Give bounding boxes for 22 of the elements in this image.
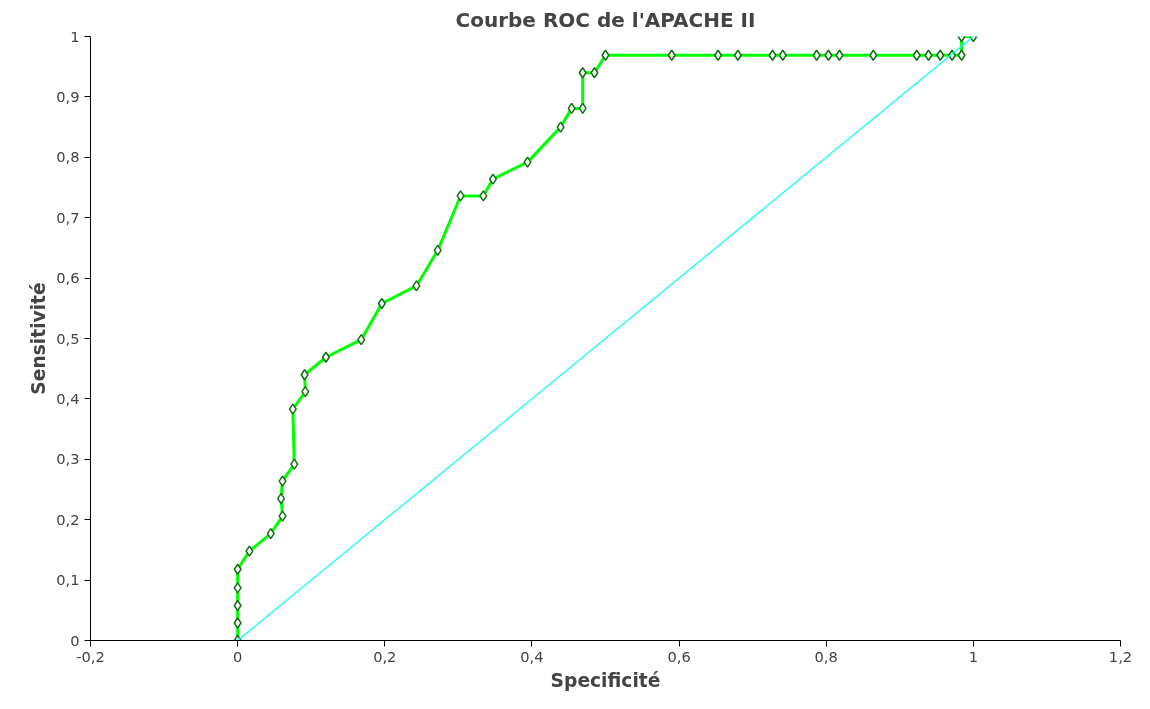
y-tick-label: 0,9 (56, 87, 80, 105)
x-tick-label: 0,8 (814, 647, 838, 665)
x-tick-label: 0,6 (667, 647, 691, 665)
y-tick-label: 0,7 (56, 208, 80, 226)
y-tick-label: 0,3 (56, 450, 80, 468)
x-tick-label: 1,2 (1108, 647, 1133, 665)
x-tick-label: 0,2 (373, 647, 397, 665)
x-axis-title: Specificité (550, 669, 661, 691)
y-tick-label: 0,5 (56, 329, 80, 347)
y-tick-label: 1 (70, 27, 80, 45)
y-tick-label: 0,4 (56, 389, 80, 407)
x-tick-label: 0 (232, 647, 243, 665)
x-tick-label: 1 (968, 647, 979, 665)
y-tick-label: 0,8 (56, 148, 80, 166)
x-tick-label: -0,2 (76, 647, 105, 665)
x-tick-label: 0,4 (520, 647, 544, 665)
y-tick-label: 0,2 (56, 510, 80, 528)
chart-title: Courbe ROC de l'APACHE II (455, 7, 756, 32)
y-axis-title: Sensitivité (27, 282, 49, 395)
y-tick-label: 0,1 (56, 571, 80, 589)
y-tick-label: 0 (70, 631, 80, 649)
y-tick-label: 0,6 (56, 269, 80, 287)
